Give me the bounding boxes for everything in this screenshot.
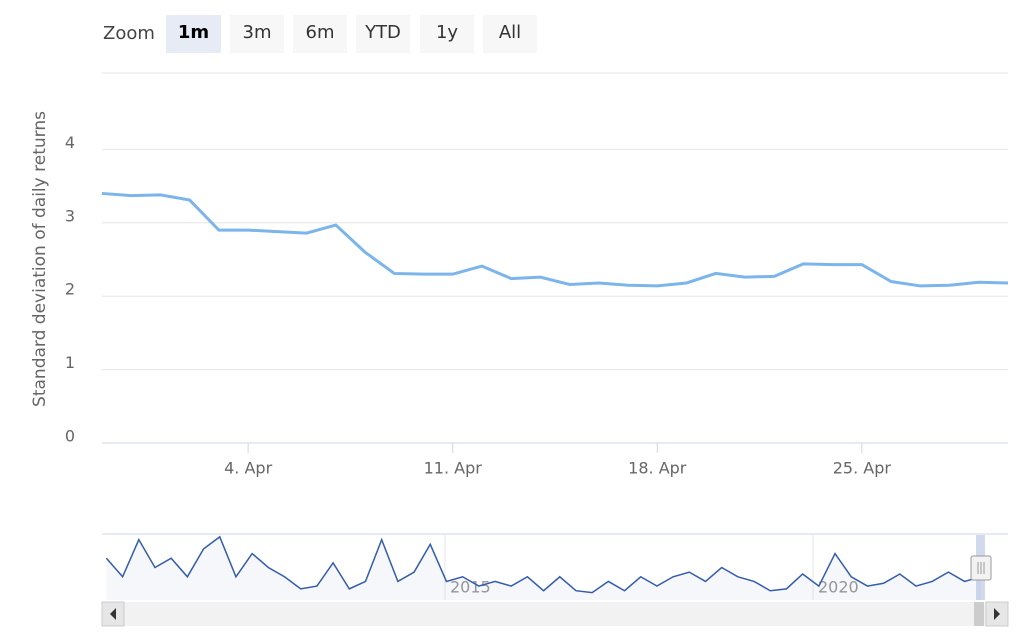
zoom-button[interactable] xyxy=(166,15,221,53)
y-tick-label: 4 xyxy=(65,133,75,152)
y-tick-label: 2 xyxy=(65,280,75,299)
x-tick-label: 18. Apr xyxy=(628,459,687,478)
navigator-line xyxy=(105,535,981,594)
zoom-button-label[interactable]: YTD xyxy=(364,22,401,43)
x-tick-label: 11. Apr xyxy=(424,459,483,478)
y-tick-label: 1 xyxy=(65,353,75,372)
scroll-left-arrow xyxy=(110,608,116,620)
scrollbar-track[interactable] xyxy=(102,602,1008,626)
series-line xyxy=(101,191,1009,288)
y-tick-label: 0 xyxy=(65,427,75,446)
navigator-tick-label: 2020 xyxy=(818,578,859,597)
zoom-button[interactable] xyxy=(420,15,474,53)
y-tick-label: 3 xyxy=(65,206,75,225)
scrollbar-thumb[interactable] xyxy=(974,602,984,626)
zoom-button[interactable] xyxy=(230,15,284,53)
zoom-button-label[interactable]: 6m xyxy=(306,22,335,43)
zoom-button-label[interactable]: All xyxy=(499,22,521,43)
scroll-right-arrow xyxy=(994,608,1000,620)
y-axis-title: Standard deviation of daily returns xyxy=(30,111,50,407)
navigator-tick-label: 2015 xyxy=(450,578,491,597)
zoom-button-label[interactable]: 3m xyxy=(243,22,272,43)
zoom-button[interactable] xyxy=(483,15,537,53)
zoom-label: Zoom xyxy=(103,23,155,44)
x-tick-label: 4. Apr xyxy=(224,459,272,478)
x-tick-label: 25. Apr xyxy=(833,459,892,478)
zoom-button-label[interactable]: 1y xyxy=(436,22,458,43)
zoom-button[interactable] xyxy=(356,15,410,53)
zoom-button[interactable] xyxy=(293,15,347,53)
zoom-button-label[interactable]: 1m xyxy=(178,22,209,43)
navigator-area xyxy=(106,536,981,600)
